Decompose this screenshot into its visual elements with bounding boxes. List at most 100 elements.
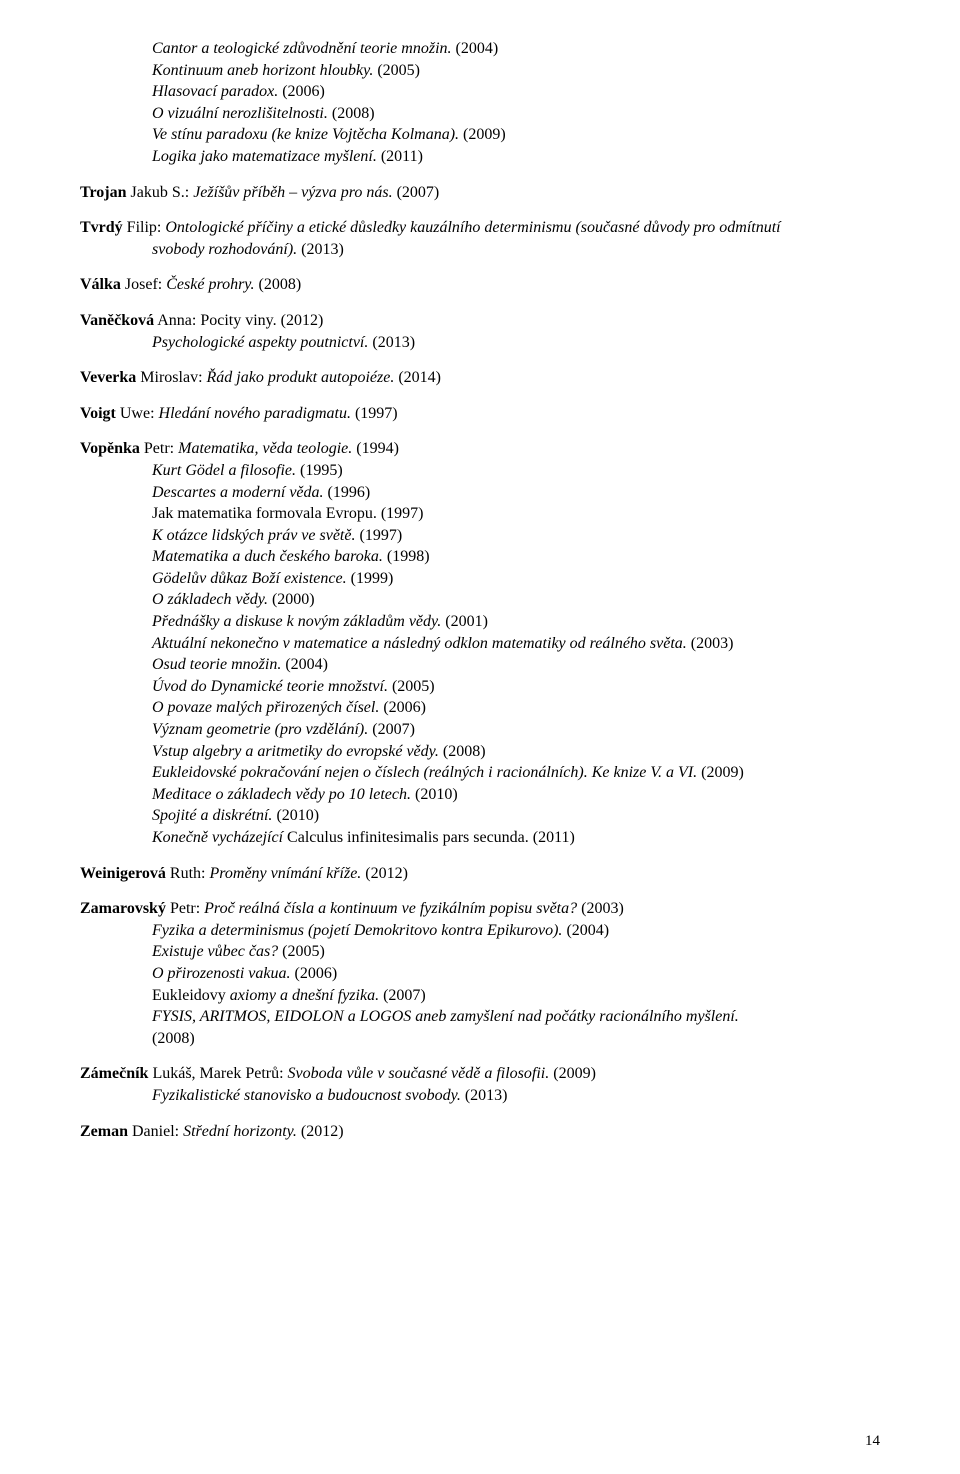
entry-line: Válka Josef: České prohry. (2008): [80, 274, 880, 296]
author-rest: Uwe:: [116, 405, 159, 422]
title: Fyzika a determinismus (pojetí Demokrito…: [152, 922, 562, 939]
title: Existuje vůbec čas?: [152, 943, 278, 960]
list-item: O základech vědy. (2000): [80, 589, 880, 611]
list-item: Fyzikalistické stanovisko a budoucnost s…: [80, 1085, 880, 1107]
list-item: Fyzika a determinismus (pojetí Demokrito…: [80, 920, 880, 942]
author-rest: Daniel:: [128, 1123, 183, 1140]
year: (2000): [268, 591, 315, 608]
title: České prohry.: [166, 276, 254, 293]
list-item: FYSIS, ARITMOS, EIDOLON a LOGOS aneb zam…: [80, 1006, 880, 1028]
year: (2005): [278, 943, 325, 960]
title: Matematika a duch českého baroka.: [152, 548, 383, 565]
year: (2003): [687, 635, 734, 652]
list-item: Cantor a teologické zdůvodnění teorie mn…: [80, 38, 880, 60]
list-item: O vizuální nerozlišitelnosti. (2008): [80, 103, 880, 125]
title: Proměny vnímání kříže.: [209, 865, 361, 882]
title: Fyzikalistické stanovisko a budoucnost s…: [152, 1087, 461, 1104]
author-rest: Josef:: [121, 276, 166, 293]
year: (2008): [439, 743, 486, 760]
year: (1995): [296, 462, 343, 479]
year: (2010): [411, 786, 458, 803]
list-item: Hlasovací paradox. (2006): [80, 81, 880, 103]
list-item: Descartes a moderní věda. (1996): [80, 482, 880, 504]
year: (2012): [361, 865, 408, 882]
entry-line: Vaněčková Anna: Pocity viny. (2012): [80, 310, 880, 332]
title: Význam geometrie (pro vzdělání).: [152, 721, 368, 738]
author-surname: Válka: [80, 276, 121, 293]
list-item: O povaze malých přirozených čísel. (2006…: [80, 697, 880, 719]
list-item: Konečně vycházející Calculus infinitesim…: [80, 827, 880, 849]
title: O povaze malých přirozených čísel.: [152, 699, 379, 716]
entry-line: Tvrdý Filip: Ontologické příčiny a etick…: [80, 217, 880, 239]
entry-zamarovsky: Zamarovský Petr: Proč reálná čísla a kon…: [80, 898, 880, 1049]
author-surname: Zeman: [80, 1123, 128, 1140]
sub-list: Fyzika a determinismus (pojetí Demokrito…: [80, 920, 880, 1050]
entry-line: Zámečník Lukáš, Marek Petrů: Svoboda vůl…: [80, 1063, 880, 1085]
list-item: Kurt Gödel a filosofie. (1995): [80, 460, 880, 482]
title: Proč reálná čísla a kontinuum ve fyzikál…: [204, 900, 577, 917]
lead-italic: Konečně vycházející: [152, 829, 287, 846]
author-surname: Weinigerová: [80, 865, 166, 882]
entry-line: Trojan Jakub S.: Ježíšův příběh – výzva …: [80, 182, 880, 204]
author-surname: Zamarovský: [80, 900, 166, 917]
author-rest: Jakub S.:: [127, 184, 194, 201]
year: (2013): [368, 334, 415, 351]
entry-line: Vopěnka Petr: Matematika, věda teologie.…: [80, 438, 880, 460]
title: Osud teorie množin.: [152, 656, 281, 673]
year: (2014): [394, 369, 441, 386]
entry-line-cont: svobody rozhodování). (2013): [80, 239, 880, 261]
list-item: Eukleidovské pokračování nejen o číslech…: [80, 762, 880, 784]
list-item: Logika jako matematizace myšlení. (2011): [80, 146, 880, 168]
title: Descartes a moderní věda.: [152, 484, 324, 501]
year: (2005): [373, 62, 420, 79]
author-surname: Vopěnka: [80, 440, 140, 457]
title: Kurt Gödel a filosofie.: [152, 462, 296, 479]
list-item: Meditace o základech vědy po 10 letech. …: [80, 784, 880, 806]
year: (2001): [441, 613, 488, 630]
list-item: Existuje vůbec čas? (2005): [80, 941, 880, 963]
year: (2006): [291, 965, 338, 982]
year: (1994): [352, 440, 399, 457]
year: (2006): [379, 699, 426, 716]
entry-line: Zeman Daniel: Střední horizonty. (2012): [80, 1121, 880, 1143]
author-rest: Ruth:: [166, 865, 210, 882]
author-surname: Voigt: [80, 405, 116, 422]
list-item: Osud teorie množin. (2004): [80, 654, 880, 676]
author-rest: Miroslav:: [136, 369, 206, 386]
year: (2007): [393, 184, 440, 201]
title: Úvod do Dynamické teorie množství.: [152, 678, 388, 695]
list-item: Přednášky a diskuse k novým základům věd…: [80, 611, 880, 633]
list-item: Psychologické aspekty poutnictví. (2013): [80, 332, 880, 354]
year: (2004): [452, 40, 499, 57]
page-number: 14: [865, 1433, 880, 1450]
entry-weinigerova: Weinigerová Ruth: Proměny vnímání kříže.…: [80, 863, 880, 885]
author-surname: Zámečník: [80, 1065, 148, 1082]
entry-line: Voigt Uwe: Hledání nového paradigmatu. (…: [80, 403, 880, 425]
year: (2010): [272, 807, 319, 824]
sub-list: Kurt Gödel a filosofie. (1995)Descartes …: [80, 460, 880, 849]
title: O vizuální nerozlišitelnosti.: [152, 105, 328, 122]
document-page: Cantor a teologické zdůvodnění teorie mn…: [0, 0, 960, 1474]
author-surname: Trojan: [80, 184, 127, 201]
entry-line: Weinigerová Ruth: Proměny vnímání kříže.…: [80, 863, 880, 885]
year: (2004): [281, 656, 328, 673]
list-item: Gödelův důkaz Boží existence. (1999): [80, 568, 880, 590]
year: (1997): [355, 527, 402, 544]
entry-trojan: Trojan Jakub S.: Ježíšův příběh – výzva …: [80, 182, 880, 204]
author-rest: Petr:: [140, 440, 178, 457]
author-rest: Anna: Pocity viny. (2012): [154, 312, 323, 329]
title: Hlasovací paradox.: [152, 83, 278, 100]
year: (2007): [368, 721, 415, 738]
year: (1996): [324, 484, 371, 501]
list-item: O přirozenosti vakua. (2006): [80, 963, 880, 985]
list-item: Ve stínu paradoxu (ke knize Vojtěcha Kol…: [80, 124, 880, 146]
entry-tvrdy: Tvrdý Filip: Ontologické příčiny a etick…: [80, 217, 880, 260]
year: (2008): [328, 105, 375, 122]
list-item: Vstup algebry a aritmetiky do evropské v…: [80, 741, 880, 763]
list-item: Význam geometrie (pro vzdělání). (2007): [80, 719, 880, 741]
list-item: Úvod do Dynamické teorie množství. (2005…: [80, 676, 880, 698]
year: (2004): [562, 922, 609, 939]
title: Cantor a teologické zdůvodnění teorie mn…: [152, 40, 452, 57]
title: Meditace o základech vědy po 10 letech.: [152, 786, 411, 803]
entry-voigt: Voigt Uwe: Hledání nového paradigmatu. (…: [80, 403, 880, 425]
